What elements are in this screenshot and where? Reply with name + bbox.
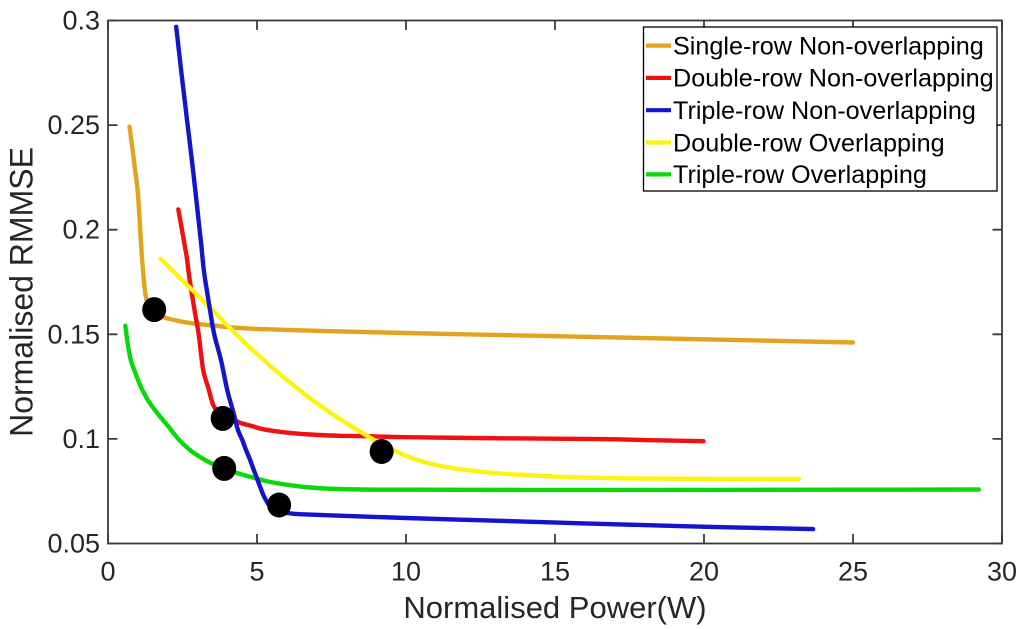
- svg-text:0.25: 0.25: [47, 110, 100, 140]
- svg-text:Normalised Power(W): Normalised Power(W): [403, 590, 706, 625]
- svg-text:30: 30: [987, 556, 1017, 586]
- svg-text:0.15: 0.15: [47, 319, 100, 349]
- svg-text:Single-row Non-overlapping: Single-row Non-overlapping: [673, 32, 984, 60]
- svg-text:5: 5: [249, 556, 264, 586]
- svg-text:Normalised RMMSE: Normalised RMMSE: [4, 147, 40, 437]
- svg-text:Double-row Non-overlapping: Double-row Non-overlapping: [673, 65, 994, 93]
- svg-text:0.2: 0.2: [62, 215, 100, 245]
- svg-text:0.3: 0.3: [62, 6, 100, 36]
- svg-text:25: 25: [838, 556, 868, 586]
- svg-text:20: 20: [689, 556, 719, 586]
- svg-text:0.05: 0.05: [47, 529, 100, 559]
- svg-text:Triple-row Non-overlapping: Triple-row Non-overlapping: [673, 97, 976, 125]
- svg-text:10: 10: [391, 556, 421, 586]
- svg-text:Double-row Overlapping: Double-row Overlapping: [673, 129, 945, 157]
- svg-text:0: 0: [100, 556, 115, 586]
- svg-text:0.1: 0.1: [62, 424, 100, 454]
- svg-text:Triple-row Overlapping: Triple-row Overlapping: [673, 161, 927, 189]
- svg-text:15: 15: [540, 556, 570, 586]
